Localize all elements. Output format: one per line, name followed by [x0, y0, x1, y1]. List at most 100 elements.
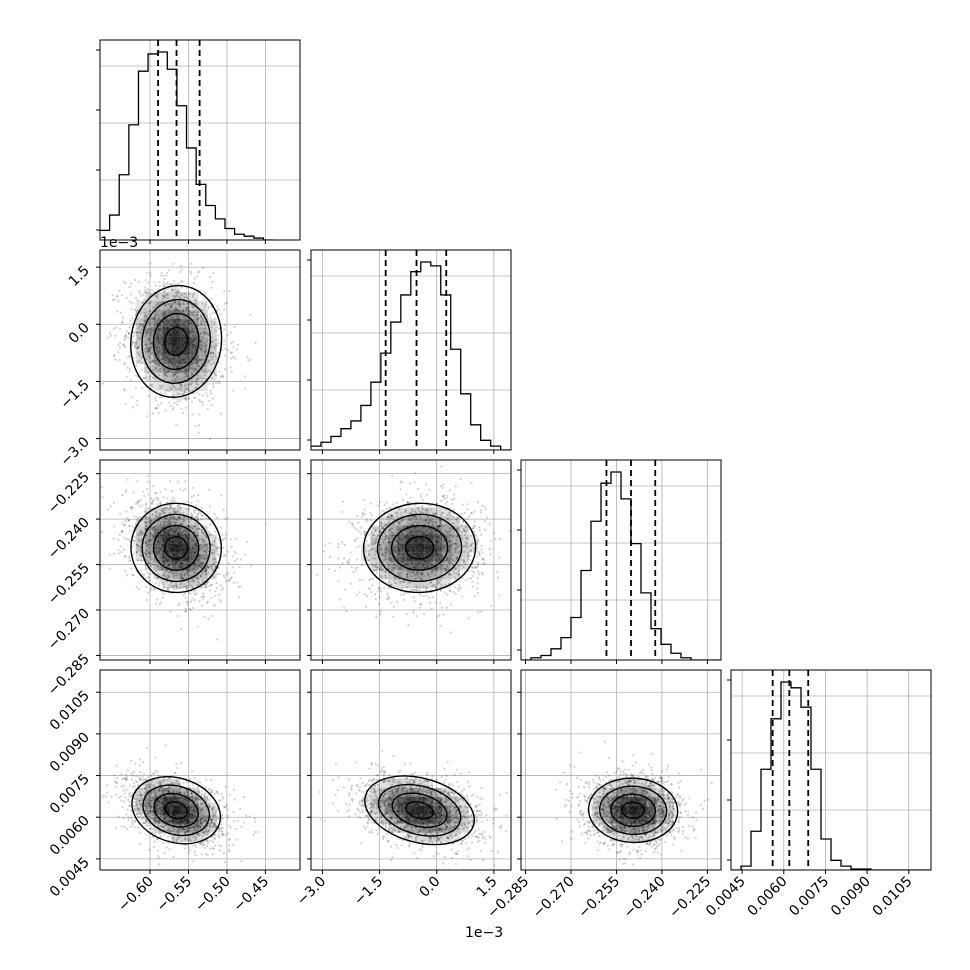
- sample-point: [236, 558, 239, 561]
- sample-point: [129, 524, 132, 527]
- sample-point: [210, 534, 214, 537]
- sample-point: [429, 508, 432, 511]
- sample-point: [174, 373, 177, 376]
- sample-point: [383, 503, 386, 507]
- sample-point: [208, 359, 211, 362]
- sample-point: [419, 606, 422, 609]
- sample-point: [470, 544, 473, 547]
- sample-point: [207, 550, 210, 553]
- sample-point: [196, 316, 199, 319]
- sample-point: [115, 326, 118, 329]
- sample-point: [187, 310, 191, 313]
- sample-point: [199, 358, 202, 361]
- sample-point: [180, 407, 183, 411]
- sample-point: [385, 523, 388, 526]
- x-tick-label: 0.0105: [870, 874, 916, 920]
- sample-point: [155, 303, 159, 307]
- axes-frame: [99, 249, 301, 451]
- sample-point: [159, 523, 163, 526]
- density-cell: [180, 543, 190, 553]
- sample-point: [193, 570, 196, 574]
- sample-point: [138, 505, 141, 508]
- sample-point: [400, 519, 403, 522]
- sample-point: [430, 521, 433, 524]
- density-cell: [135, 345, 145, 355]
- sample-point: [166, 497, 169, 500]
- sample-point: [130, 308, 133, 311]
- sample-point: [151, 320, 154, 324]
- sample-point: [169, 504, 172, 507]
- sample-point: [174, 521, 177, 524]
- density-cell: [198, 354, 208, 364]
- sample-point: [146, 371, 150, 374]
- sample-point: [388, 551, 392, 554]
- sample-point: [466, 528, 469, 531]
- sample-point: [146, 544, 149, 547]
- sample-point: [156, 515, 159, 518]
- sample-point: [129, 319, 132, 322]
- density-cell: [189, 561, 199, 571]
- sample-point: [208, 382, 211, 386]
- sample-point: [434, 568, 437, 571]
- sample-point: [170, 306, 173, 309]
- sample-point: [388, 529, 392, 532]
- sample-point: [185, 587, 188, 590]
- sample-point: [424, 586, 427, 589]
- sample-point: [121, 493, 124, 497]
- sample-point: [354, 527, 357, 530]
- sample-point: [229, 366, 232, 369]
- sample-point: [153, 354, 156, 357]
- sample-point: [454, 557, 458, 560]
- sample-point: [129, 293, 132, 296]
- sample-point: [345, 560, 349, 563]
- sample-point: [371, 577, 374, 580]
- density-cell: [180, 561, 190, 571]
- sample-point: [415, 572, 418, 575]
- sample-point: [187, 591, 191, 594]
- sample-point: [169, 523, 172, 526]
- sample-point: [393, 564, 396, 567]
- sample-point: [442, 497, 446, 500]
- sample-point: [137, 500, 140, 503]
- sample-point: [186, 571, 189, 575]
- sample-point: [158, 355, 161, 358]
- sample-point: [428, 518, 431, 521]
- sample-point: [472, 575, 475, 578]
- sample-point: [367, 587, 370, 590]
- sample-point: [184, 372, 187, 376]
- sample-point: [395, 540, 398, 543]
- sample-point: [215, 329, 218, 332]
- sample-point: [223, 290, 226, 293]
- sample-point: [204, 517, 207, 520]
- sample-point: [179, 575, 183, 578]
- sample-point: [378, 544, 381, 547]
- sample-point: [390, 557, 393, 561]
- sample-point: [219, 313, 222, 316]
- sample-point: [170, 363, 174, 366]
- sample-point: [173, 379, 176, 383]
- sample-point: [118, 346, 122, 349]
- sample-point: [462, 520, 465, 523]
- sample-point: [206, 548, 209, 552]
- sample-point: [230, 351, 233, 355]
- sample-point: [209, 584, 213, 587]
- sample-point: [161, 384, 164, 387]
- sample-point: [473, 525, 477, 528]
- sample-point: [204, 303, 207, 306]
- sample-point: [442, 546, 445, 549]
- sample-point: [365, 557, 368, 560]
- sample-point: [176, 573, 179, 577]
- sample-point: [209, 355, 212, 358]
- sample-point: [130, 505, 133, 509]
- sample-point: [201, 564, 204, 568]
- sample-point: [162, 285, 166, 288]
- sample-point: [453, 547, 457, 551]
- sample-point: [218, 379, 221, 382]
- sample-point: [380, 522, 383, 525]
- sample-point: [195, 515, 199, 518]
- sample-point: [198, 559, 201, 562]
- sample-point: [377, 602, 381, 605]
- sample-point: [120, 530, 124, 533]
- sample-point: [420, 573, 423, 576]
- sample-point: [181, 302, 184, 305]
